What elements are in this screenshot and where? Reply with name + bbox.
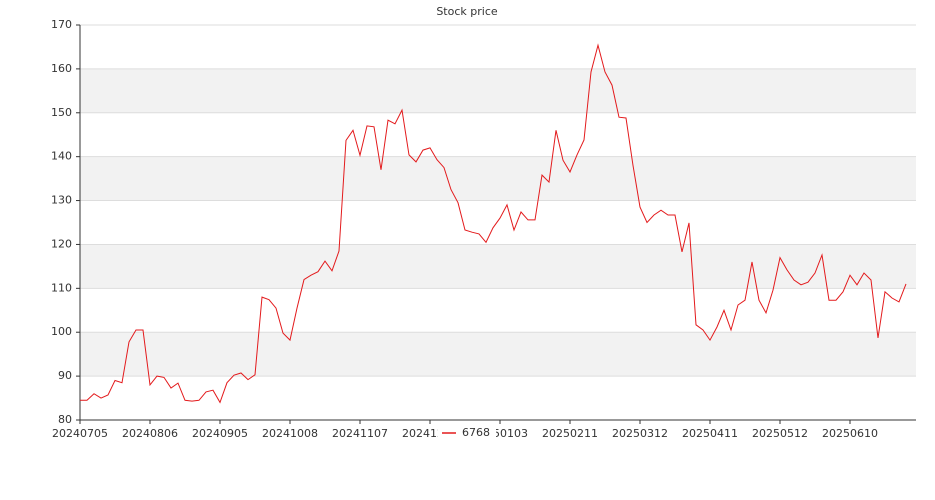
legend-box <box>438 425 496 441</box>
y-tick-label: 80 <box>58 413 72 426</box>
x-tick-label: 20250512 <box>752 427 808 440</box>
x-tick-label: 20241008 <box>262 427 318 440</box>
x-tick-label: 20240705 <box>52 427 108 440</box>
x-tick-label: 20250610 <box>822 427 878 440</box>
x-tick-label: 20240905 <box>192 427 248 440</box>
x-tick-label: 20250211 <box>542 427 598 440</box>
x-tick-label: 20250312 <box>612 427 668 440</box>
y-tick-label: 150 <box>51 106 72 119</box>
y-tick-label: 130 <box>51 194 72 207</box>
y-tick-label: 170 <box>51 18 72 31</box>
price-line <box>80 43 907 404</box>
y-tick-label: 160 <box>51 62 72 75</box>
grid-band <box>80 68 916 113</box>
y-tick-label: 90 <box>58 369 72 382</box>
chart-title: Stock price <box>436 5 498 18</box>
y-tick-label: 110 <box>51 281 72 294</box>
x-tick-label: 20241107 <box>332 427 388 440</box>
y-tick-label: 140 <box>51 150 72 163</box>
x-tick-label: 20250411 <box>682 427 738 440</box>
grid-band <box>80 332 916 377</box>
x-tick-label: 20240806 <box>122 427 178 440</box>
grid-band <box>80 156 916 201</box>
legend-label: 6768 <box>462 426 490 439</box>
grid-band <box>80 244 916 289</box>
y-tick-label: 100 <box>51 325 72 338</box>
y-tick-label: 120 <box>51 237 72 250</box>
